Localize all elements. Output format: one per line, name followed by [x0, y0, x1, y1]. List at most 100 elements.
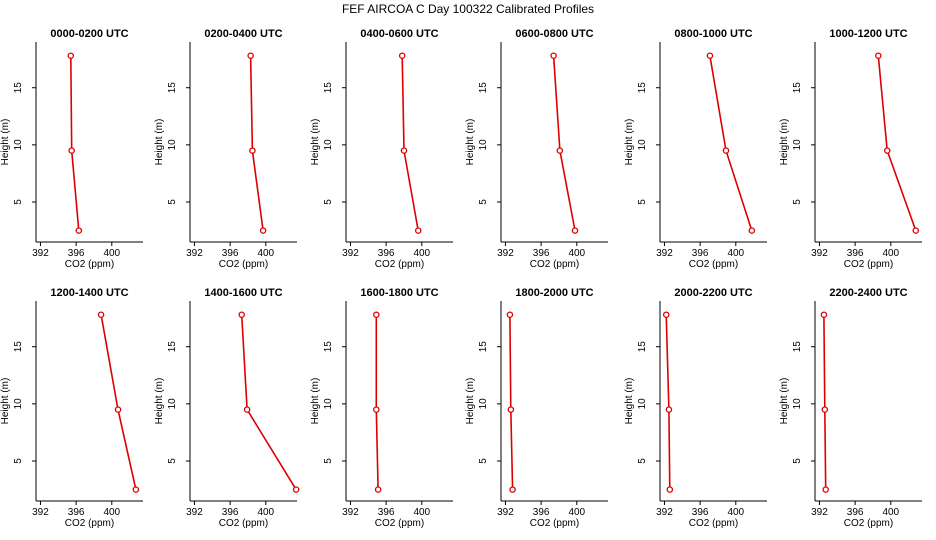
- panel-title: 0400-0600 UTC: [360, 28, 438, 40]
- y-tick-label: 10: [637, 398, 648, 410]
- y-axis-label: Height (m): [779, 378, 790, 425]
- x-tick-label: 400: [882, 248, 899, 259]
- y-tick-label: 10: [637, 139, 648, 151]
- x-axis-label: CO2 (ppm): [375, 259, 424, 270]
- co2-observation-point: [67, 52, 75, 59]
- panel-title: 0200-0400 UTC: [204, 28, 282, 40]
- profile-panel: 1800-2000 UTC 392 396 400 5 10 15 CO2 (ppm) Heig…: [465, 287, 608, 529]
- y-tick-label: 10: [792, 139, 803, 151]
- x-tick-label: 392: [656, 507, 673, 518]
- co2-observation-point: [875, 52, 882, 59]
- y-axis-label: Height (m): [624, 378, 635, 425]
- x-axis-label: CO2 (ppm): [375, 518, 424, 529]
- x-axis-label: CO2 (ppm): [689, 518, 738, 529]
- x-tick-label: 396: [378, 507, 395, 518]
- profile-panel: 0600-0800 UTC 392 396 400 5 10 15 CO2 (ppm) Heig…: [465, 28, 608, 270]
- co2-observation-point: [249, 147, 256, 154]
- y-tick-label: 15: [167, 341, 178, 353]
- panel-title: 1200-1400 UTC: [50, 287, 128, 299]
- y-tick-label: 10: [478, 398, 489, 410]
- co2-observation-point: [912, 227, 920, 234]
- co2-observation-point: [114, 406, 122, 413]
- x-tick-label: 396: [68, 507, 85, 518]
- co2-observation-point: [666, 486, 674, 493]
- profile-panel: 0000-0200 UTC 392 396 400 5 10 15 CO2 (ppm) Heig…: [0, 28, 143, 270]
- y-axis-label: Height (m): [154, 119, 165, 166]
- y-tick-label: 5: [167, 458, 178, 464]
- profile-panel: 2200-2400 UTC 392 396 400 5 10 15 CO2 (ppm) Heig…: [779, 287, 922, 529]
- profile-panel: 1000-1200 UTC 392 396 400 5 10 15 CO2 (ppm) Heig…: [779, 28, 922, 270]
- x-tick-label: 400: [568, 248, 585, 259]
- x-tick-label: 392: [656, 248, 673, 259]
- co2-observation-point: [509, 486, 516, 493]
- co2-observation-point: [373, 406, 380, 413]
- x-tick-label: 400: [882, 507, 899, 518]
- x-tick-label: 392: [497, 507, 514, 518]
- y-tick-label: 15: [13, 82, 24, 94]
- co2-profile-line: [709, 55, 753, 231]
- y-tick-label: 10: [167, 139, 178, 151]
- x-tick-label: 392: [342, 507, 359, 518]
- y-tick-label: 5: [167, 199, 178, 205]
- x-tick-label: 392: [32, 248, 49, 259]
- x-tick-label: 396: [533, 507, 550, 518]
- x-tick-label: 400: [257, 507, 274, 518]
- y-tick-label: 15: [13, 341, 24, 353]
- y-tick-label: 15: [323, 341, 334, 353]
- x-tick-label: 400: [413, 507, 430, 518]
- co2-profile-line: [100, 314, 137, 490]
- co2-observation-point: [68, 147, 75, 154]
- panel-title: 1600-1800 UTC: [360, 287, 438, 299]
- x-tick-label: 392: [186, 507, 203, 518]
- co2-observation-point: [243, 406, 251, 413]
- y-tick-label: 5: [792, 199, 803, 205]
- co2-observation-point: [238, 311, 245, 318]
- y-tick-label: 15: [323, 82, 334, 94]
- y-tick-label: 5: [13, 199, 24, 205]
- co2-observation-point: [506, 311, 514, 318]
- co2-profile-line: [375, 314, 379, 490]
- x-axis-label: CO2 (ppm): [689, 259, 738, 270]
- panel-title: 1800-2000 UTC: [515, 287, 593, 299]
- y-tick-label: 5: [478, 458, 489, 464]
- y-tick-label: 15: [478, 341, 489, 353]
- co2-profile-line: [877, 55, 917, 231]
- co2-observation-point: [748, 227, 756, 234]
- profile-panel: 2000-2200 UTC 392 396 400 5 10 15 CO2 (ppm) Heig…: [624, 287, 767, 529]
- x-axis-label: CO2 (ppm): [530, 518, 579, 529]
- y-tick-label: 10: [323, 398, 334, 410]
- co2-profile-line: [401, 55, 419, 231]
- x-tick-label: 396: [533, 248, 550, 259]
- co2-observation-point: [706, 52, 714, 59]
- x-tick-label: 396: [378, 248, 395, 259]
- profile-panel: 1400-1600 UTC 392 396 400 5 10 15 CO2 (ppm) Heig…: [154, 287, 300, 529]
- y-tick-label: 15: [792, 341, 803, 353]
- co2-profile-line: [240, 314, 297, 491]
- x-tick-label: 396: [68, 248, 85, 259]
- x-tick-label: 392: [342, 248, 359, 259]
- y-tick-label: 5: [792, 458, 803, 464]
- y-axis-label: Height (m): [0, 378, 11, 425]
- x-tick-label: 400: [568, 507, 585, 518]
- x-axis-label: CO2 (ppm): [219, 518, 268, 529]
- y-axis-label: Height (m): [0, 119, 11, 166]
- x-tick-label: 396: [222, 248, 239, 259]
- co2-observation-point: [75, 227, 83, 234]
- co2-observation-point: [259, 227, 267, 234]
- co2-observation-point: [292, 486, 300, 493]
- x-axis-label: CO2 (ppm): [65, 259, 114, 270]
- x-tick-label: 392: [497, 248, 514, 259]
- y-tick-label: 10: [323, 139, 334, 151]
- co2-observation-point: [883, 147, 891, 154]
- co2-observation-point: [400, 147, 408, 154]
- x-axis-label: CO2 (ppm): [65, 518, 114, 529]
- y-tick-label: 15: [478, 82, 489, 94]
- y-axis-label: Height (m): [310, 119, 321, 166]
- profile-panel: 1600-1800 UTC 392 396 400 5 10 15 CO2 (ppm) Heig…: [310, 287, 453, 529]
- y-tick-label: 15: [637, 82, 648, 94]
- figure-title: FEF AIRCOA C Day 100322 Calibrated Profi…: [342, 2, 594, 16]
- y-tick-label: 10: [478, 139, 489, 151]
- co2-observation-point: [97, 311, 105, 318]
- co2-observation-point: [571, 227, 579, 234]
